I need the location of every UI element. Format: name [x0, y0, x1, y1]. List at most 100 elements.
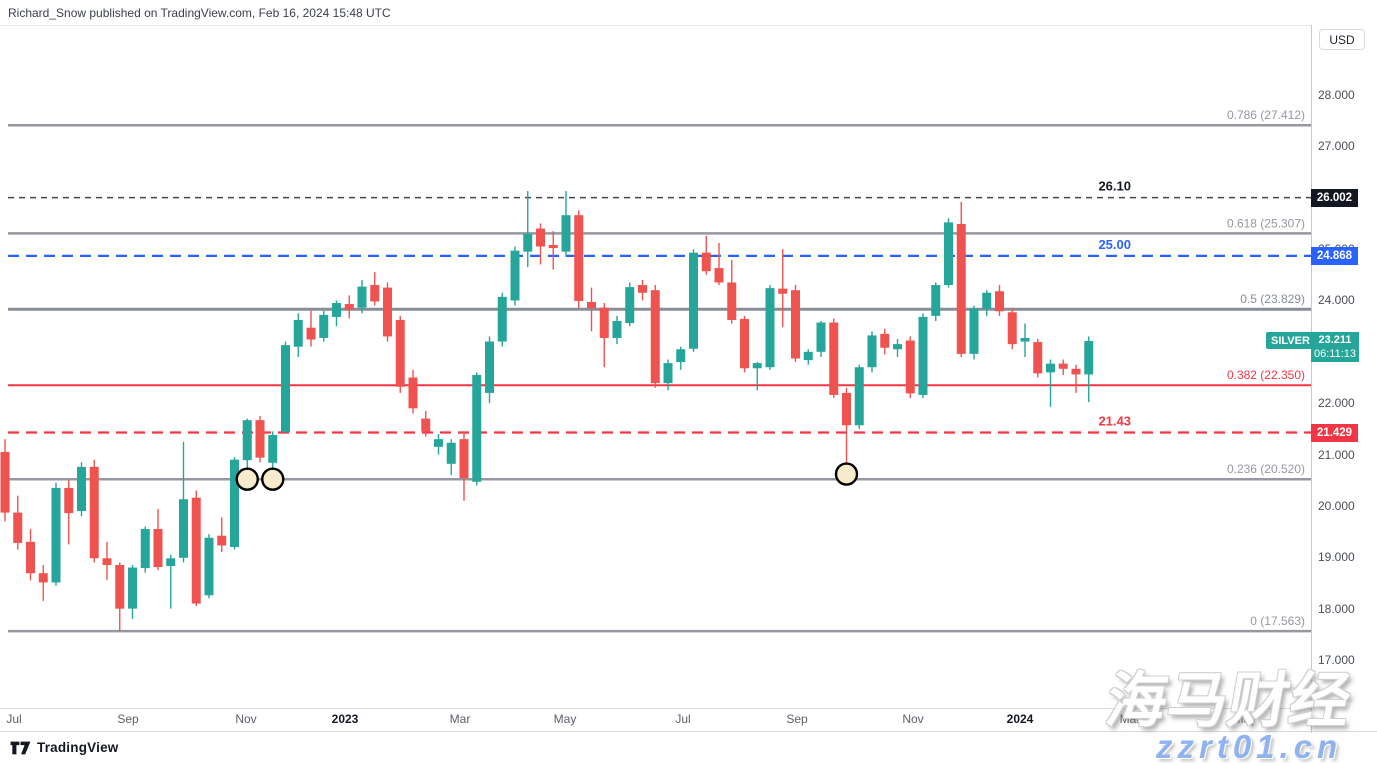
candle-down	[370, 285, 380, 302]
candle-up	[357, 286, 367, 308]
candle-up	[561, 215, 571, 252]
tradingview-logo-text: TradingView	[37, 740, 119, 755]
candle-down	[791, 290, 800, 359]
candle-down	[38, 573, 48, 583]
candle-down	[701, 252, 711, 272]
candle-down	[153, 529, 163, 568]
candle-up	[179, 499, 188, 558]
candle-down	[574, 215, 584, 301]
candle-up	[803, 351, 813, 361]
candle-up	[472, 374, 482, 482]
candle-up	[128, 567, 137, 609]
candle-up	[510, 250, 520, 301]
candle-up	[612, 321, 622, 338]
time-tick: 2024	[1006, 712, 1034, 726]
fib-label-0.618: 0.618 (25.307)	[1227, 216, 1305, 230]
candle-up	[242, 420, 252, 461]
candle-up	[752, 363, 762, 369]
candle-up	[497, 296, 507, 342]
candle-up	[982, 292, 992, 309]
price-axis-border	[1311, 25, 1312, 733]
candle-up	[1020, 337, 1030, 342]
currency-toggle-button[interactable]: USD	[1319, 29, 1365, 50]
candle-down	[1058, 363, 1068, 369]
candle-up	[663, 363, 673, 384]
candle-down	[842, 392, 851, 426]
last-price-label: 23.211 06:11:13	[1311, 331, 1359, 362]
candle-down	[536, 228, 545, 247]
candle-up	[140, 529, 150, 569]
candle-down	[995, 291, 1004, 312]
candle-down	[408, 377, 418, 409]
last-price-value: 23.211	[1318, 333, 1352, 346]
fib-label-0.786: 0.786 (27.412)	[1227, 108, 1305, 122]
candle-up	[293, 319, 303, 347]
time-tick: May	[1233, 712, 1257, 726]
candle-down	[714, 268, 724, 283]
highlight-circle[interactable]	[235, 467, 259, 491]
candle-down	[26, 541, 35, 574]
candle-up	[319, 314, 329, 338]
candle-down	[64, 487, 74, 514]
candle-up	[485, 341, 494, 393]
footer-border	[0, 731, 1377, 732]
tradingview-logo[interactable]: TradingView	[10, 740, 118, 755]
time-tick: Mar	[1119, 712, 1141, 726]
candle-down	[1033, 342, 1043, 374]
candle-down	[1071, 368, 1081, 375]
candle-down	[395, 319, 405, 387]
candle-up	[268, 435, 278, 463]
candle-up	[854, 367, 864, 426]
candle-down	[0, 451, 10, 513]
highlight-circle[interactable]	[834, 462, 859, 486]
candle-down	[599, 307, 609, 338]
price-tick: 28.000	[1318, 88, 1355, 102]
candle-down	[740, 318, 749, 369]
candle-down	[587, 301, 596, 309]
candle-down	[905, 340, 915, 394]
time-tick: Mar	[449, 712, 471, 726]
time-tick: Jul	[6, 712, 22, 726]
candle-up	[51, 487, 61, 583]
candle-up	[944, 222, 953, 286]
candle-down	[306, 327, 316, 340]
price-tick: 19.000	[1318, 550, 1355, 565]
tradingview-logo-icon	[10, 741, 31, 754]
candle-down	[778, 288, 788, 294]
price-tick: 22.000	[1318, 396, 1355, 411]
candle-down	[829, 322, 839, 395]
candle-up	[816, 322, 826, 352]
candle-up	[281, 345, 290, 432]
candle-down	[956, 223, 966, 354]
time-tick: Sep	[117, 712, 139, 726]
axis-price-tag: 24.868	[1311, 246, 1358, 265]
time-tick: May	[553, 712, 577, 726]
candle-down	[102, 558, 112, 565]
level-annotation-21.43: 21.43	[1098, 414, 1131, 429]
watermark-chinese: 海马财经	[1101, 667, 1358, 734]
time-tick: 2023	[331, 712, 359, 726]
candle-up	[332, 303, 341, 317]
candle-up	[918, 316, 928, 395]
pane-top-border	[0, 25, 1311, 26]
candle-up	[1084, 341, 1094, 375]
fib-label-0.236: 0.236 (20.520)	[1227, 462, 1305, 476]
candle-down	[115, 564, 125, 609]
candle-down	[89, 466, 99, 559]
candle-down	[344, 304, 354, 310]
candle-up	[523, 233, 533, 252]
price-tick: 17.000	[1318, 653, 1355, 667]
axis-price-tag: 21.429	[1311, 423, 1358, 442]
candle-up	[676, 349, 686, 363]
price-tick: 24.000	[1318, 293, 1355, 308]
candle-down	[13, 512, 23, 543]
candle-down	[650, 290, 660, 384]
candle-down	[548, 244, 558, 249]
price-tick: 18.000	[1318, 601, 1355, 616]
candle-up	[1046, 363, 1055, 373]
price-tick: 27.000	[1318, 139, 1355, 154]
candle-down	[421, 418, 431, 432]
highlight-circle[interactable]	[261, 467, 285, 491]
